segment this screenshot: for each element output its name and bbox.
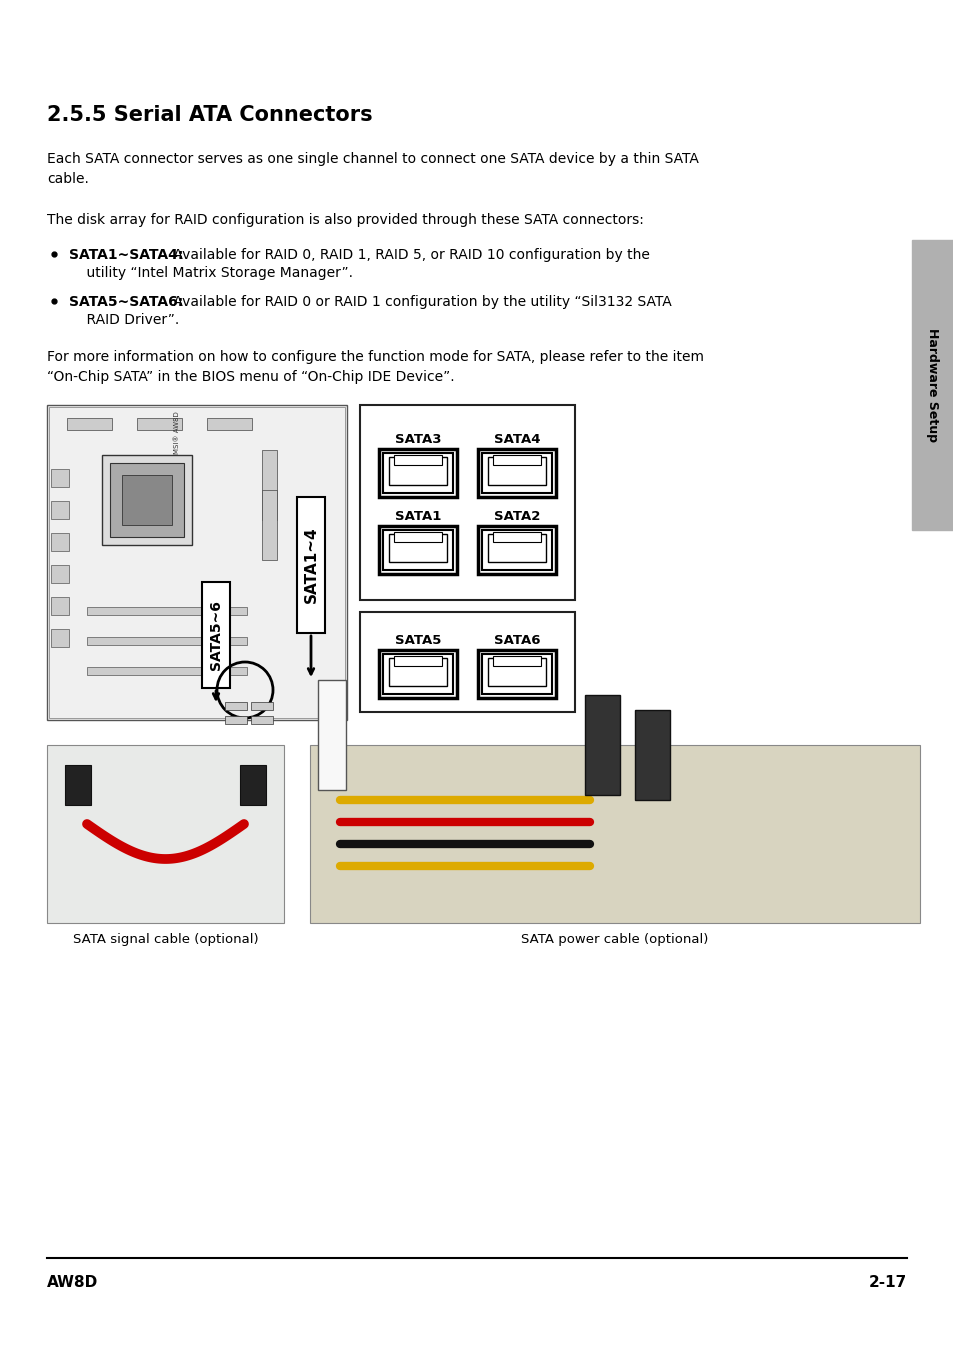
Bar [51, 533, 69, 552]
Bar [47, 745, 284, 923]
Bar [202, 581, 230, 688]
Bar [67, 418, 112, 430]
Text: 2.5.5 Serial ATA Connectors: 2.5.5 Serial ATA Connectors [47, 105, 373, 124]
Bar [87, 667, 247, 675]
Bar [225, 702, 247, 710]
Bar [488, 658, 545, 685]
Bar [51, 502, 69, 519]
Text: SATA1~4: SATA1~4 [303, 527, 318, 603]
Bar [911, 241, 953, 530]
Bar [481, 530, 552, 571]
Bar [251, 717, 273, 725]
Bar [47, 406, 347, 721]
Bar [51, 469, 69, 487]
Text: Available for RAID 0, RAID 1, RAID 5, or RAID 10 configuration by the: Available for RAID 0, RAID 1, RAID 5, or… [169, 247, 649, 262]
Bar [394, 531, 441, 542]
Bar [87, 607, 247, 615]
Text: SATA6: SATA6 [494, 634, 539, 648]
Text: Available for RAID 0 or RAID 1 configuration by the utility “Sil3132 SATA: Available for RAID 0 or RAID 1 configura… [169, 295, 671, 310]
Text: 2-17: 2-17 [868, 1275, 906, 1290]
Text: SATA5: SATA5 [395, 634, 440, 648]
Bar [87, 637, 247, 645]
Bar [481, 453, 552, 493]
Bar [240, 765, 266, 804]
Text: Hardware Setup: Hardware Setup [925, 329, 939, 442]
Bar [477, 650, 556, 698]
Bar [102, 456, 192, 545]
Bar [262, 450, 276, 521]
Bar [110, 462, 184, 537]
Text: The disk array for RAID configuration is also provided through these SATA connec: The disk array for RAID configuration is… [47, 214, 643, 227]
Bar [378, 650, 456, 698]
Text: SATA5~SATA6:: SATA5~SATA6: [69, 295, 183, 310]
Text: AW8D: AW8D [47, 1275, 98, 1290]
Bar [296, 498, 325, 633]
Text: Each SATA connector serves as one single channel to connect one SATA device by a: Each SATA connector serves as one single… [47, 151, 699, 187]
Bar [493, 531, 540, 542]
Text: SATA1: SATA1 [395, 510, 440, 523]
Text: SATA signal cable (optional): SATA signal cable (optional) [72, 933, 258, 946]
Bar [65, 765, 91, 804]
Bar [389, 457, 447, 485]
Bar [382, 530, 453, 571]
Text: SATA4: SATA4 [494, 433, 539, 446]
Bar [317, 680, 346, 790]
Bar [310, 745, 919, 923]
Bar [394, 456, 441, 465]
Bar [51, 629, 69, 648]
Bar [51, 598, 69, 615]
Bar [477, 526, 556, 575]
Text: MSI® AW8D: MSI® AW8D [173, 411, 180, 454]
Bar [477, 449, 556, 498]
Bar [51, 565, 69, 583]
Bar [635, 710, 669, 800]
Bar [262, 489, 276, 560]
Bar [359, 612, 575, 713]
Bar [394, 656, 441, 667]
Bar [137, 418, 182, 430]
Bar [389, 534, 447, 562]
Bar [49, 407, 345, 718]
Bar [207, 418, 252, 430]
Bar [493, 656, 540, 667]
Text: SATA1~SATA4:: SATA1~SATA4: [69, 247, 183, 262]
Bar [382, 654, 453, 694]
Bar [251, 702, 273, 710]
Bar [359, 406, 575, 600]
Bar [389, 658, 447, 685]
Bar [378, 526, 456, 575]
Text: SATA2: SATA2 [494, 510, 539, 523]
Text: utility “Intel Matrix Storage Manager”.: utility “Intel Matrix Storage Manager”. [69, 266, 353, 280]
Bar [481, 654, 552, 694]
Bar [382, 453, 453, 493]
Text: SATA power cable (optional): SATA power cable (optional) [520, 933, 708, 946]
Text: SATA5~6: SATA5~6 [209, 600, 223, 671]
Bar [584, 695, 619, 795]
Text: RAID Driver”.: RAID Driver”. [69, 314, 179, 327]
Text: SATA3: SATA3 [395, 433, 441, 446]
Text: For more information on how to configure the function mode for SATA, please refe: For more information on how to configure… [47, 350, 703, 384]
Bar [122, 475, 172, 525]
Bar [493, 456, 540, 465]
Bar [488, 457, 545, 485]
Bar [225, 717, 247, 725]
Bar [378, 449, 456, 498]
Bar [488, 534, 545, 562]
